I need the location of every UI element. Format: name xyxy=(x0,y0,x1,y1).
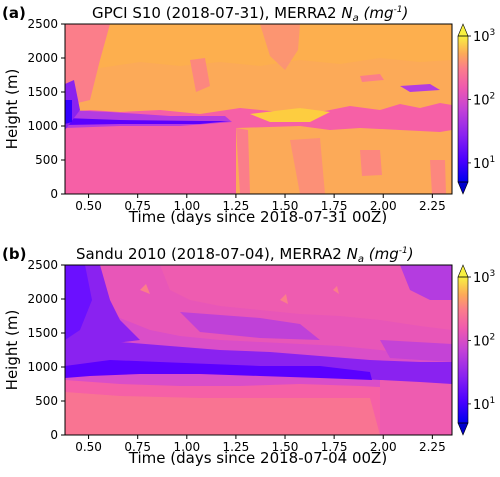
panel-a-xtick-label: 1.00 xyxy=(173,199,200,213)
panel-a-colorbar-bar xyxy=(458,36,468,182)
panel-b-ytick-label: 2000 xyxy=(27,292,58,306)
panel-b-xtick-label: 0.50 xyxy=(75,440,102,454)
panel-b-ytick-label: 1000 xyxy=(27,360,58,374)
panel-b-colorbar-bar xyxy=(458,277,468,423)
panel-a-title: GPCI S10 (2018-07-31), MERRA2 Na (mg-1) xyxy=(92,4,408,24)
panel-b-colorbar-bottom-arrow xyxy=(457,422,469,436)
panel-a-xtick-label: 0.50 xyxy=(75,199,102,213)
panel-a-frame xyxy=(64,23,453,195)
panel-b-title: Sandu 2010 (2018-07-04), MERRA2 Na (mg-1… xyxy=(76,245,414,265)
panel-b-ylabel: Height (m) xyxy=(3,310,21,391)
panel-a-colorbar: 101 102 103 xyxy=(457,23,495,195)
panel-a-ytick-label: 1000 xyxy=(27,119,58,133)
panel-b-colorbar: 101 102 103 xyxy=(457,264,495,436)
panel-b-xlabel: Time (days since 2018-07-04 00Z) xyxy=(128,449,387,467)
panel-b-xtick-label: 0.75 xyxy=(124,440,151,454)
panel-a: (a) GPCI S10 (2018-07-31), MERRA2 Na (mg… xyxy=(2,4,495,226)
panel-a-letter: (a) xyxy=(2,4,26,22)
panel-a-xtick-label: 2.00 xyxy=(370,199,397,213)
panel-b-cb-tick-label: 101 xyxy=(473,396,495,413)
panel-b-colorbar-top-arrow xyxy=(457,264,469,278)
panel-b-frame xyxy=(64,264,453,436)
panel-b-ytick-label: 2500 xyxy=(27,258,58,272)
panel-a-colorbar-bottom-arrow xyxy=(457,181,469,195)
panel-a-ytick-label: 2000 xyxy=(27,51,58,65)
panel-a-xtick-label: 1.25 xyxy=(223,199,250,213)
panel-a-ylabel: Height (m) xyxy=(3,69,21,150)
panel-b-xtick-label: 1.25 xyxy=(223,440,250,454)
panel-a-colorbar-top-arrow xyxy=(457,23,469,37)
panel-a-xlabel: Time (days since 2018-07-31 00Z) xyxy=(128,208,387,226)
panel-a-cb-tick-label: 102 xyxy=(473,91,495,108)
panel-b-cb-tick-label: 102 xyxy=(473,332,495,349)
panel-b-letter: (b) xyxy=(2,245,26,263)
panel-a-axes: 0.50 0.75 1.00 1.25 1.50 1.75 2.00 2.25 0 500 1000… xyxy=(27,17,445,213)
panel-a-xtick-label: 2.25 xyxy=(419,199,446,213)
panel-b-xtick-label: 1.00 xyxy=(173,440,200,454)
panel-a-xtick-label: 1.75 xyxy=(321,199,348,213)
panel-b-ytick-label: 500 xyxy=(35,394,58,408)
panel-a-cb-tick-label: 103 xyxy=(473,28,495,45)
panel-b-axes: 0.50 0.75 1.00 1.25 1.50 1.75 2.00 2.25 0 500 1000… xyxy=(27,258,445,454)
panel-a-ytick-label: 0 xyxy=(50,187,58,201)
panel-a-cb-tick-label: 101 xyxy=(473,155,495,172)
panel-a-field xyxy=(65,24,452,194)
panel-b-ytick-label: 1500 xyxy=(27,326,58,340)
panel-a-ytick-label: 1500 xyxy=(27,85,58,99)
panel-a-ytick-label: 2500 xyxy=(27,17,58,31)
panel-a-xtick-label: 0.75 xyxy=(124,199,151,213)
panel-a-ytick-label: 500 xyxy=(35,153,58,167)
panel-b-xtick-label: 1.75 xyxy=(321,440,348,454)
panel-a-xtick-label: 1.50 xyxy=(272,199,299,213)
panel-b-cb-tick-label: 103 xyxy=(473,269,495,286)
panel-b-ytick-label: 0 xyxy=(50,428,58,442)
panel-b: (b) Sandu 2010 (2018-07-04), MERRA2 Na (… xyxy=(2,245,495,467)
panel-b-xtick-label: 2.25 xyxy=(419,440,446,454)
panel-b-xtick-label: 1.50 xyxy=(272,440,299,454)
panel-b-xtick-label: 2.00 xyxy=(370,440,397,454)
panel-b-field xyxy=(65,265,452,435)
